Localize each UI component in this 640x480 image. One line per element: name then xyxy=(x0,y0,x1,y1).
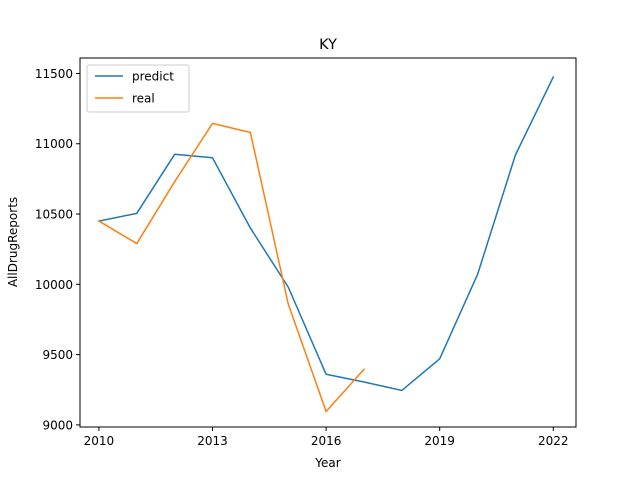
x-axis-ticks: 2010 2013 2016 2019 2022 xyxy=(84,427,569,448)
x-axis-label: Year xyxy=(314,456,340,470)
y-tick-label: 11500 xyxy=(35,67,73,81)
y-tick-label: 11000 xyxy=(35,137,73,151)
x-tick-label: 2019 xyxy=(424,434,455,448)
y-tick-label: 10000 xyxy=(35,278,73,292)
legend: predict real xyxy=(86,64,190,113)
series-layer xyxy=(97,75,555,413)
x-tick-label: 2013 xyxy=(197,434,228,448)
y-tick-label: 9000 xyxy=(42,418,73,432)
y-tick-label: 9500 xyxy=(42,348,73,362)
x-tick-label: 2022 xyxy=(538,434,569,448)
legend-entries: predict real xyxy=(95,70,174,106)
plot-area: 2010 2013 2016 2019 2022 9000 9500 10000 10500 1… xyxy=(35,57,577,448)
series-line-predict xyxy=(98,75,555,392)
x-tick-label: 2016 xyxy=(311,434,342,448)
x-tick-label: 2010 xyxy=(84,434,115,448)
y-axis-ticks: 9000 9500 10000 10500 11000 11500 xyxy=(35,67,80,432)
legend-label-predict: predict xyxy=(132,70,174,84)
y-axis-label: AllDrugReports xyxy=(6,197,20,287)
axes-frame xyxy=(79,57,577,428)
chart-title: KY xyxy=(319,37,337,53)
y-tick-label: 10500 xyxy=(35,208,73,222)
series-line-real xyxy=(97,122,366,413)
legend-label-real: real xyxy=(132,92,155,106)
